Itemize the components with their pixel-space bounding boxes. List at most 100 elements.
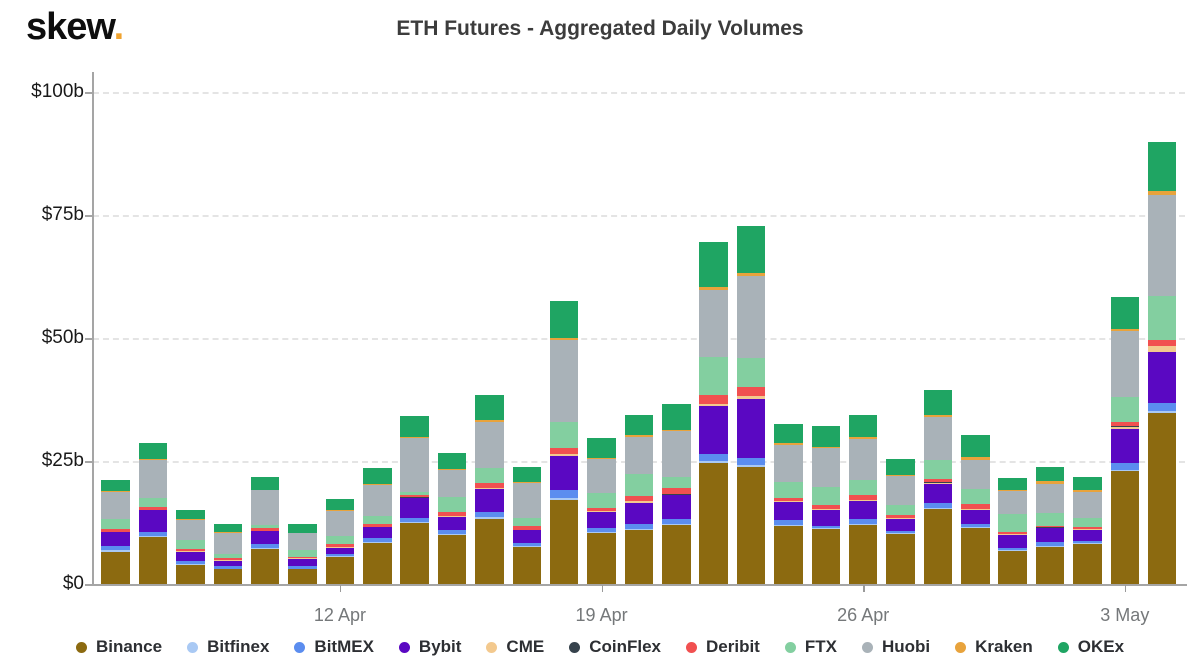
bar-segment-bybit[interactable] [736,398,766,458]
bar-segment-kraken[interactable] [961,457,990,460]
bar-segment-bitmex[interactable] [774,519,803,525]
bar-segment-ftx[interactable] [662,477,691,488]
bar-segment-cme[interactable] [624,501,654,503]
bar-segment-bitmex[interactable] [549,490,579,499]
bar-segment-ftx[interactable] [101,519,130,530]
bar-segment-bitmex[interactable] [138,531,168,536]
bar-segment-deribit[interactable] [961,504,990,509]
bar-segment-huobi[interactable] [886,476,915,505]
bar-segment-okex[interactable] [288,523,317,533]
bar-segment-bitmex[interactable] [961,524,990,528]
bar-segment-kraken[interactable] [774,442,803,446]
bar-segment-kraken[interactable] [1147,191,1177,196]
bar-12-apr[interactable] [325,498,355,584]
bar-24-apr[interactable] [774,423,803,584]
bar-segment-ftx[interactable] [1110,396,1139,422]
bar-segment-kraken[interactable] [848,437,878,440]
legend-item-deribit[interactable]: Deribit [686,637,760,657]
legend-item-bitfinex[interactable]: Bitfinex [187,637,269,657]
bar-segment-bitmex[interactable] [998,548,1027,551]
bar-segment-bitfinex[interactable] [1035,546,1065,548]
bar-segment-binance[interactable] [1035,547,1065,584]
bar-segment-okex[interactable] [998,477,1027,490]
bar-segment-huobi[interactable] [662,430,691,478]
bar-segment-bitmex[interactable] [624,523,654,529]
bar-9-apr[interactable] [213,523,242,584]
bar-22-apr[interactable] [699,241,728,584]
bar-segment-cme[interactable] [587,511,616,513]
bar-segment-deribit[interactable] [998,531,1027,535]
bar-segment-bybit[interactable] [549,455,579,491]
bar-segment-ftx[interactable] [512,518,541,526]
bar-segment-deribit[interactable] [363,524,392,527]
bar-segment-cme[interactable] [848,500,878,502]
bar-segment-binance[interactable] [886,534,915,584]
bar-segment-ftx[interactable] [363,515,392,525]
bar-segment-okex[interactable] [811,425,840,447]
bar-segment-huobi[interactable] [176,519,205,540]
bar-segment-huobi[interactable] [1147,195,1177,296]
bar-segment-binance[interactable] [176,565,205,584]
bar-segment-ftx[interactable] [923,460,953,479]
bar-segment-bitfinex[interactable] [998,550,1027,552]
bar-segment-ftx[interactable] [1147,295,1177,341]
bar-segment-okex[interactable] [400,415,429,437]
bar-segment-okex[interactable] [325,498,355,510]
bar-segment-bitmex[interactable] [736,457,766,465]
bar-segment-cme[interactable] [961,508,990,510]
bar-segment-bitmex[interactable] [437,529,467,534]
bar-segment-binance[interactable] [811,529,840,584]
bar-segment-bitmex[interactable] [662,518,691,524]
bar-segment-deribit[interactable] [325,544,355,547]
bar-segment-cme[interactable] [998,534,1027,536]
bar-segment-bitmex[interactable] [250,544,280,548]
bar-segment-binance[interactable] [736,466,766,584]
bar-segment-bitfinex[interactable] [213,568,242,570]
bar-4-may[interactable] [1147,142,1177,584]
bar-segment-kraken[interactable] [923,414,953,418]
bar-segment-deribit[interactable] [811,505,840,509]
bar-segment-huobi[interactable] [101,491,130,520]
bar-segment-huobi[interactable] [1073,491,1102,518]
bar-segment-huobi[interactable] [774,445,803,483]
bar-segment-bybit[interactable] [699,406,728,454]
bar-segment-deribit[interactable] [437,512,467,516]
bar-segment-deribit[interactable] [400,494,429,498]
bar-segment-kraken[interactable] [699,287,728,290]
bar-segment-cme[interactable] [923,482,953,484]
bar-segment-cme[interactable] [1147,345,1177,353]
bar-segment-ftx[interactable] [325,535,355,545]
bar-segment-ftx[interactable] [138,497,168,508]
bar-segment-bitfinex[interactable] [774,524,803,526]
bar-segment-bybit[interactable] [101,532,130,547]
bar-segment-cme[interactable] [437,515,467,517]
bar-segment-kraken[interactable] [624,435,654,437]
bar-segment-bybit[interactable] [250,531,280,545]
bar-segment-bitfinex[interactable] [848,524,878,525]
bar-segment-bybit[interactable] [400,498,429,519]
bar-segment-binance[interactable] [1073,544,1102,584]
bar-segment-kraken[interactable] [250,489,280,491]
bar-segment-ftx[interactable] [288,550,317,557]
bar-30-apr[interactable] [998,477,1027,584]
bar-segment-cme[interactable] [699,403,728,407]
bar-segment-binance[interactable] [138,536,168,584]
bar-segment-bybit[interactable] [923,483,953,503]
bar-segment-bybit[interactable] [138,510,168,532]
bar-segment-bitmex[interactable] [1035,542,1065,547]
bar-segment-bybit[interactable] [325,547,355,555]
bar-segment-huobi[interactable] [961,459,990,489]
bar-segment-binance[interactable] [325,557,355,584]
legend-item-kraken[interactable]: Kraken [955,637,1033,657]
bar-segment-ftx[interactable] [848,479,878,496]
bar-21-apr[interactable] [662,404,691,584]
bar-segment-binance[interactable] [475,518,504,584]
legend-item-coinflex[interactable]: CoinFlex [569,637,661,657]
bar-segment-huobi[interactable] [811,447,840,488]
bar-segment-okex[interactable] [587,437,616,458]
bar-segment-bitmex[interactable] [475,511,504,518]
bar-segment-bybit[interactable] [288,558,317,567]
bar-segment-ftx[interactable] [475,468,504,484]
bar-segment-ftx[interactable] [998,514,1027,532]
bar-segment-bitmex[interactable] [1147,403,1177,412]
